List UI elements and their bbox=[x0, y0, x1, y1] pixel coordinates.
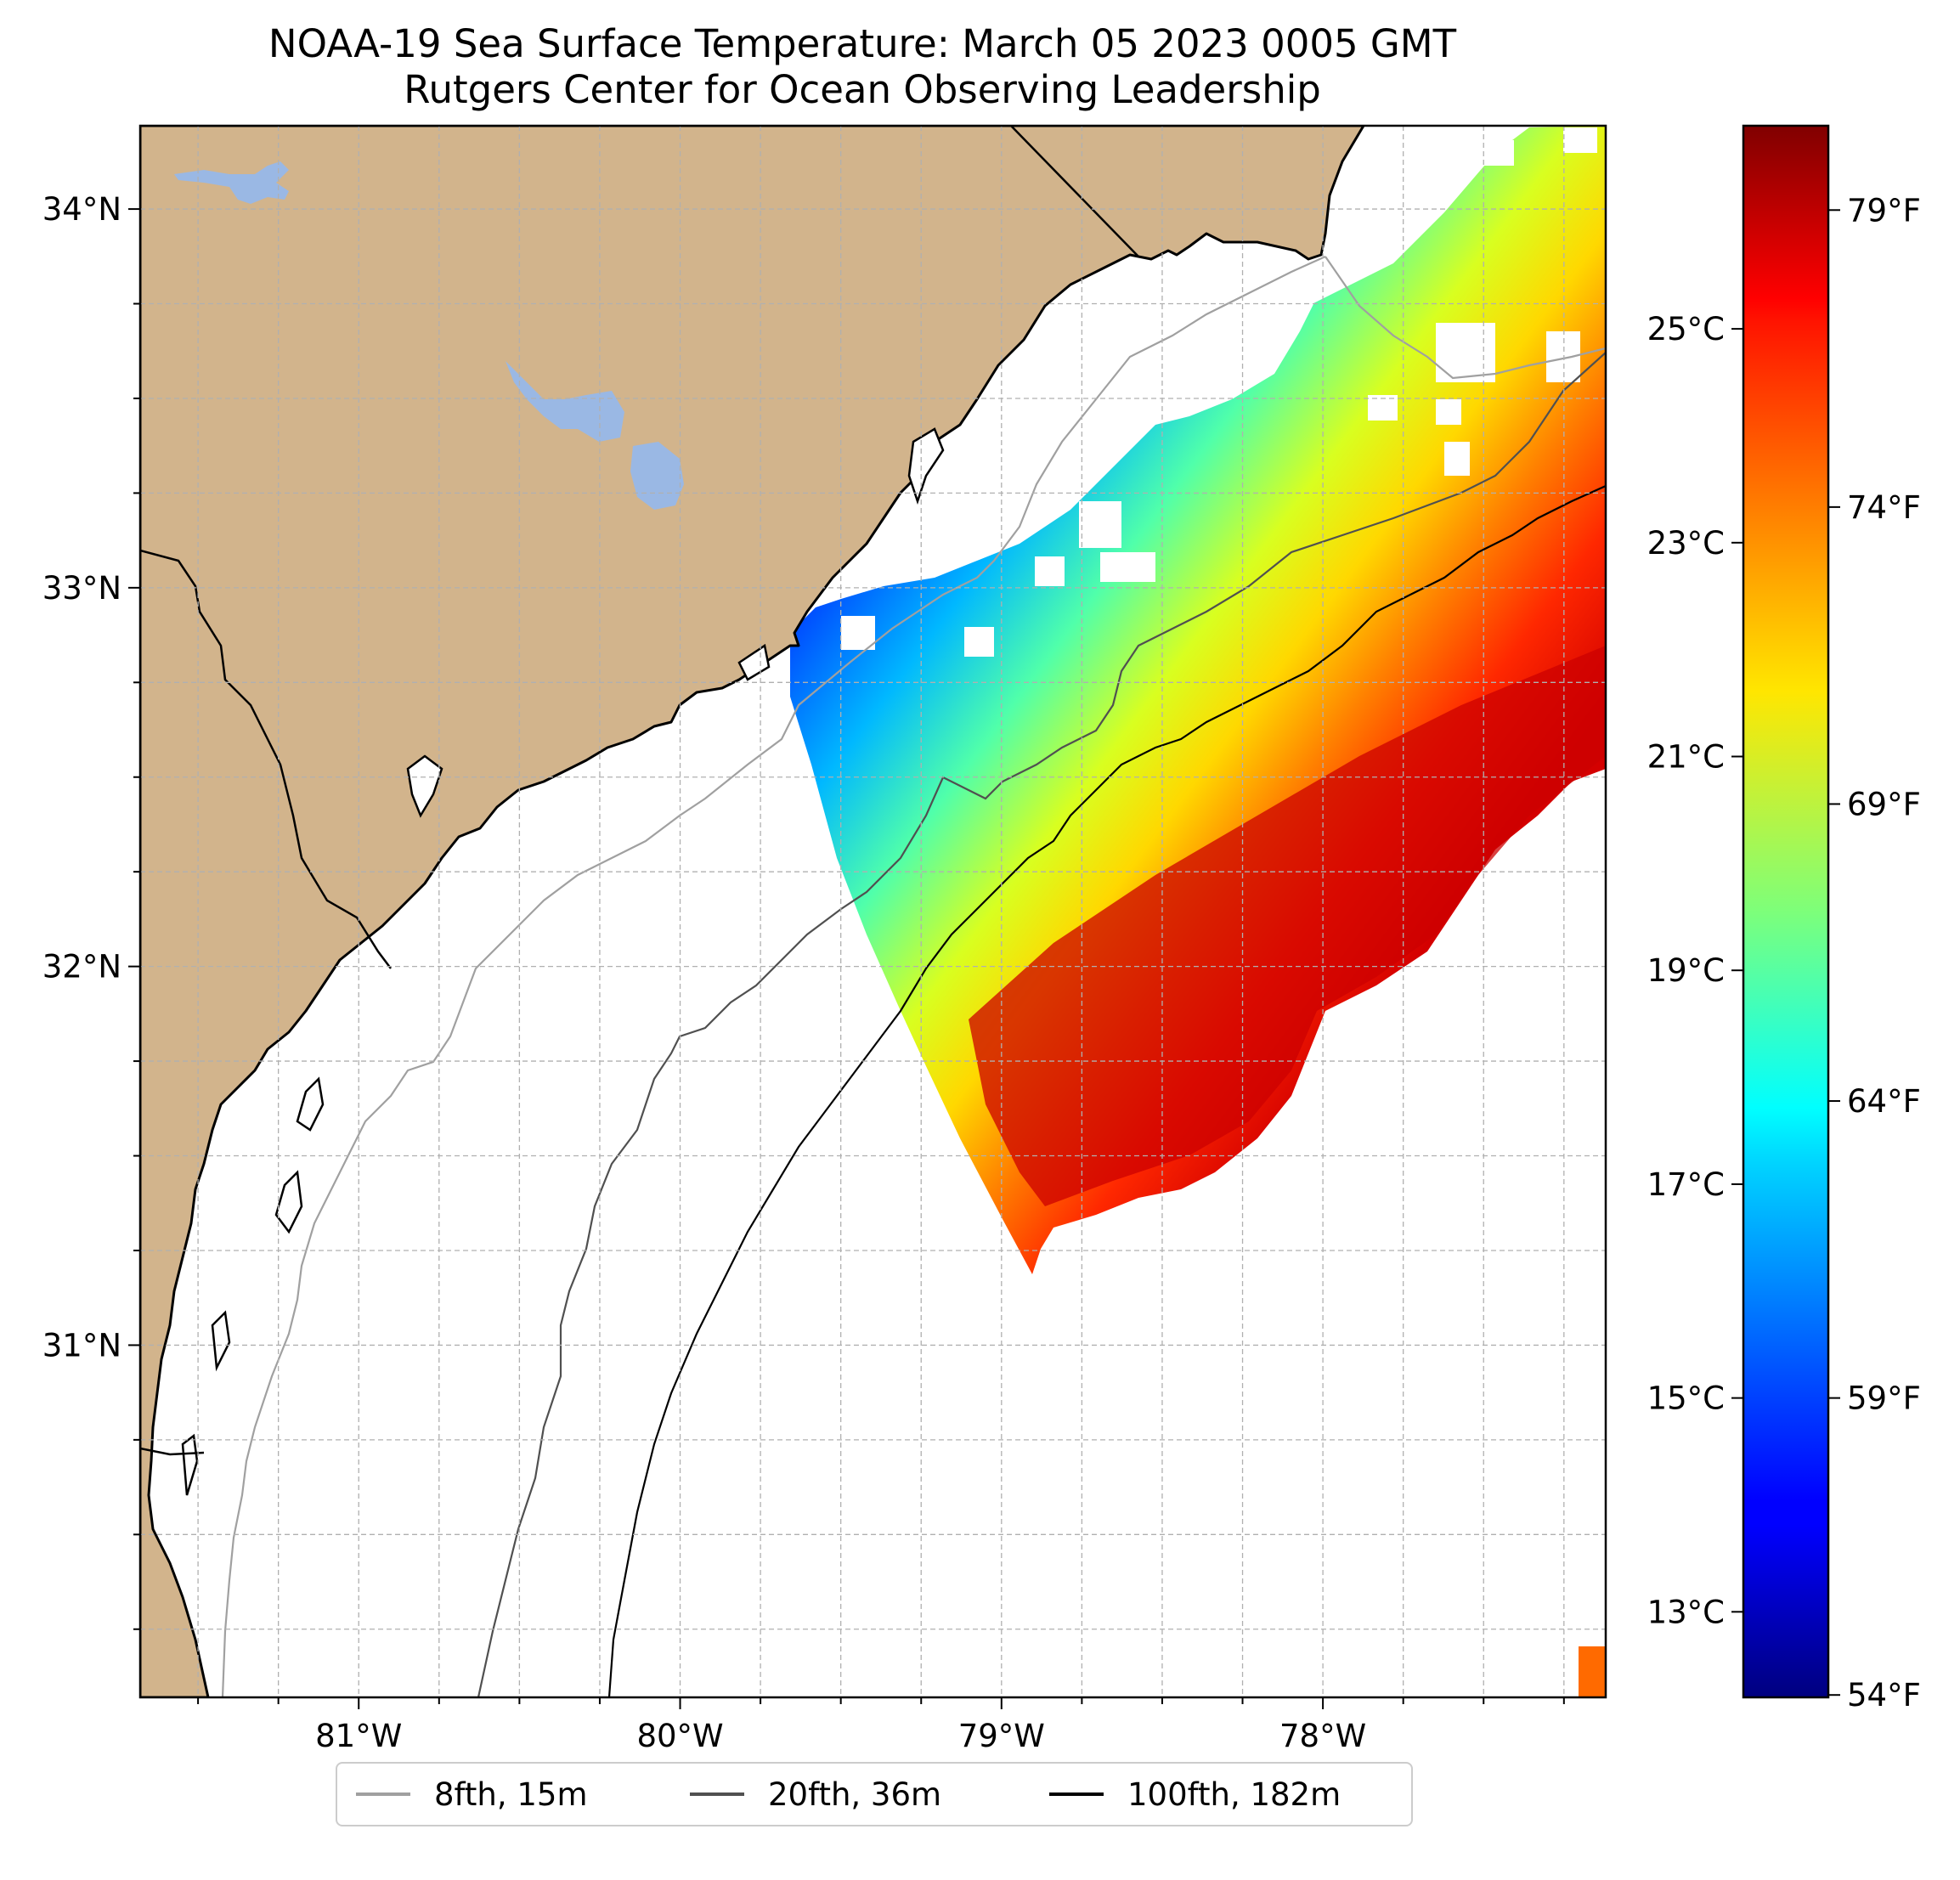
title-line-1: NOAA-19 Sea Surface Temperature: March 0… bbox=[268, 21, 1457, 66]
fahrenheit-tick-label: 54°F bbox=[1847, 1677, 1921, 1713]
fahrenheit-tick-label: 79°F bbox=[1847, 192, 1921, 229]
state-border-sc-ga bbox=[140, 549, 392, 969]
sst-warm-core bbox=[969, 646, 1606, 1206]
lon-tick-label: 79°W bbox=[958, 1718, 1045, 1754]
colorbar: 25°C 23°C 21°C 19°C 17°C 15°C 13°C 79°F 74°F 69°F… bbox=[1647, 124, 1921, 1713]
map-axes: 81°W 80°W 79°W 78°W 34°N 33°N 32°N 31°N bbox=[42, 191, 1565, 1754]
legend-item-20fth: 20fth, 36m bbox=[690, 1764, 941, 1825]
state-border-nc-sc bbox=[1010, 126, 1139, 257]
lon-tick-label: 81°W bbox=[315, 1718, 402, 1754]
sst-field bbox=[790, 126, 1606, 1274]
celsius-tick-label: 15°C bbox=[1647, 1380, 1725, 1417]
legend-swatch bbox=[690, 1792, 744, 1796]
legend-swatch bbox=[356, 1792, 410, 1796]
fahrenheit-tick-label: 69°F bbox=[1847, 786, 1921, 822]
gridlines bbox=[140, 126, 1606, 1697]
celsius-tick-label: 19°C bbox=[1647, 952, 1725, 989]
legend-label: 8fth, 15m bbox=[434, 1776, 588, 1813]
title-line-2: Rutgers Center for Ocean Observing Leade… bbox=[404, 67, 1321, 112]
lon-tick-label: 78°W bbox=[1279, 1718, 1366, 1754]
legend-swatch bbox=[1049, 1792, 1104, 1796]
celsius-tick-label: 25°C bbox=[1647, 311, 1725, 347]
legend-item-100fth: 100fth, 182m bbox=[1049, 1764, 1341, 1825]
celsius-tick-label: 23°C bbox=[1647, 525, 1725, 562]
fahrenheit-tick-label: 74°F bbox=[1847, 489, 1921, 526]
lat-tick-label: 31°N bbox=[42, 1327, 121, 1363]
cloud-gaps bbox=[841, 127, 1597, 1134]
fahrenheit-tick-label: 64°F bbox=[1847, 1083, 1921, 1120]
lake-marion bbox=[506, 361, 624, 442]
legend-label: 20fth, 36m bbox=[768, 1776, 942, 1813]
sst-patch bbox=[1579, 1646, 1606, 1697]
land-mainland bbox=[140, 126, 1365, 1697]
isobath-8fth bbox=[221, 255, 1606, 1697]
legend-label: 100fth, 182m bbox=[1127, 1776, 1341, 1813]
map-panel bbox=[140, 126, 1606, 1697]
lake-waccamaw bbox=[174, 161, 289, 204]
sst-swath bbox=[790, 126, 1606, 1697]
legend-item-8fth: 8fth, 15m bbox=[356, 1764, 588, 1825]
colorbar-gradient bbox=[1743, 126, 1828, 1697]
celsius-tick-label: 13°C bbox=[1647, 1594, 1725, 1630]
isobath-100fth bbox=[607, 484, 1606, 1697]
fahrenheit-tick-label: 59°F bbox=[1847, 1380, 1921, 1417]
isobath-legend: 8fth, 15m 20fth, 36m 100fth, 182m bbox=[336, 1762, 1413, 1826]
lat-tick-label: 32°N bbox=[42, 949, 121, 985]
isobath-20fth bbox=[477, 352, 1606, 1697]
lat-tick-label: 34°N bbox=[42, 191, 121, 228]
celsius-tick-label: 21°C bbox=[1647, 739, 1725, 776]
colorbar-frame bbox=[1742, 124, 1830, 1699]
map-frame bbox=[138, 124, 1607, 1699]
lat-tick-label: 33°N bbox=[42, 570, 121, 607]
lon-tick-label: 80°W bbox=[636, 1718, 723, 1754]
celsius-tick-label: 17°C bbox=[1647, 1166, 1725, 1203]
state-border-ga-fl bbox=[140, 1447, 205, 1456]
coastal-inlets bbox=[181, 427, 945, 1496]
